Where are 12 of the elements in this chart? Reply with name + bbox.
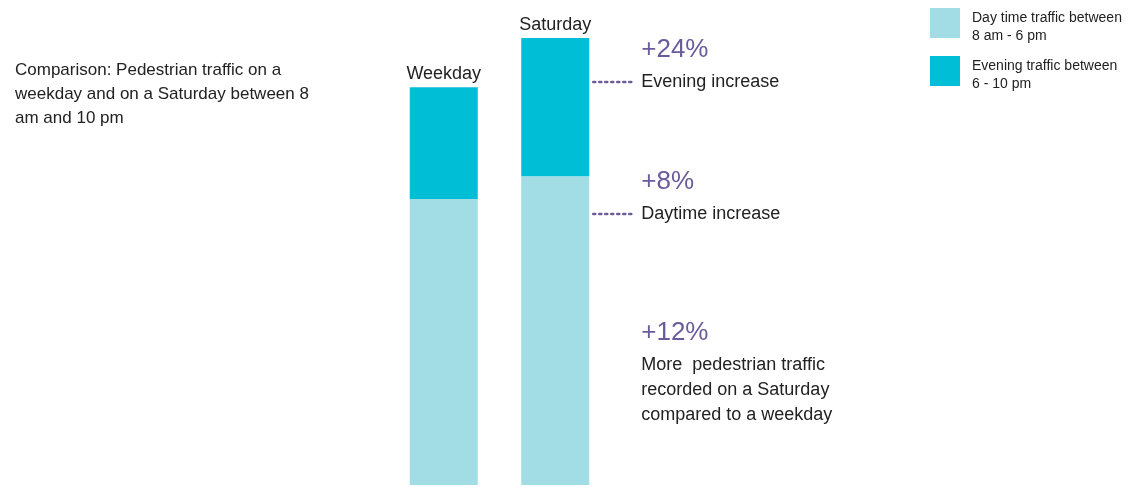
bar [521,176,590,485]
text: Comparison: Pedestrian traffic on a weekday and on a Saturday between 8 am and 10 pm [15,59,310,129]
bar [409,198,478,485]
legend-label: Evening traffic between 6 - 10 pm [972,56,1119,92]
bar [409,87,478,199]
x-tick-label: Weekday [406,63,482,84]
bar [521,38,590,177]
text: +8% Daytime increase [641,165,781,223]
text: +12% More pedestrian traffic recorded on a Saturday compared to a weekday [641,316,833,424]
text: +24% Evening increase [641,33,780,91]
legend-label: Day time traffic between 8 am - 6 pm [972,8,1122,44]
x-tick-label: Saturday [519,13,592,34]
